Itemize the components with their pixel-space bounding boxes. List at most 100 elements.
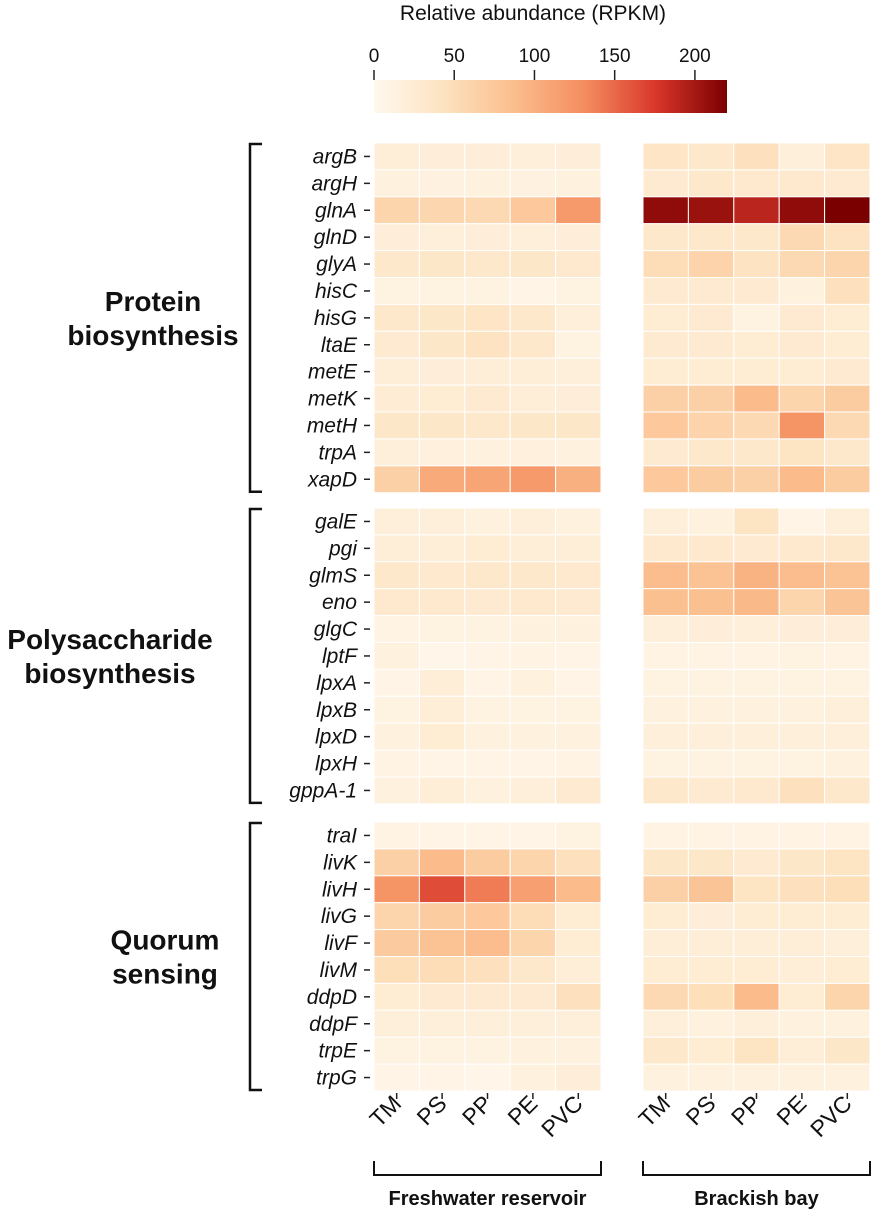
heatmap-cell bbox=[778, 749, 826, 778]
heatmap-cell bbox=[642, 749, 689, 778]
heatmap-cell bbox=[373, 384, 420, 413]
heatmap-cell bbox=[642, 776, 689, 805]
heatmap-cell bbox=[509, 821, 557, 850]
heatmap-cell bbox=[642, 438, 689, 467]
heatmap-cell bbox=[373, 749, 420, 778]
colorbar-tick-label: 200 bbox=[679, 46, 711, 67]
heatmap-cell bbox=[418, 277, 466, 305]
heatmap-cell bbox=[642, 848, 689, 877]
heatmap-cell bbox=[373, 722, 420, 751]
heatmap-cell bbox=[464, 929, 511, 957]
heatmap-cell bbox=[418, 642, 466, 670]
heatmap-cell bbox=[778, 722, 826, 751]
heatmap-cell bbox=[687, 169, 735, 198]
heatmap-cell bbox=[733, 956, 780, 984]
heatmap-cell bbox=[642, 507, 689, 536]
heatmap-cell bbox=[509, 588, 557, 617]
heatmap-cell bbox=[642, 196, 689, 225]
heatmap-cell bbox=[464, 142, 511, 171]
heatmap-cell bbox=[824, 848, 871, 877]
heatmap-cell bbox=[509, 438, 557, 467]
heatmap-cell bbox=[373, 507, 420, 536]
heatmap-cell bbox=[418, 357, 466, 386]
heatmap-cell bbox=[555, 438, 602, 467]
heatmap-cell bbox=[555, 277, 602, 305]
heatmap-cell bbox=[778, 902, 826, 931]
heatmap-cell bbox=[509, 929, 557, 957]
heatmap-cell bbox=[824, 411, 871, 440]
heatmap-cell bbox=[373, 223, 420, 252]
heatmap-cell bbox=[555, 196, 602, 225]
heatmap-cell bbox=[733, 695, 780, 724]
heatmap-cell bbox=[373, 956, 420, 984]
heatmap-cell bbox=[824, 169, 871, 198]
heatmap-cell bbox=[824, 929, 871, 957]
heatmap-cell bbox=[642, 982, 689, 1011]
heatmap-cell bbox=[418, 902, 466, 931]
heatmap-cell bbox=[555, 534, 602, 563]
heatmap-cell bbox=[555, 929, 602, 957]
gene-label: trpA bbox=[318, 441, 357, 464]
heatmap-cell bbox=[509, 902, 557, 931]
gene-label: argB bbox=[313, 145, 357, 168]
heatmap-cell bbox=[418, 1036, 466, 1065]
gene-label: ddpD bbox=[307, 986, 357, 1009]
heatmap-cell bbox=[418, 588, 466, 617]
heatmap-cell bbox=[733, 357, 780, 386]
heatmap-cell bbox=[464, 1063, 511, 1092]
heatmap-cell bbox=[373, 303, 420, 332]
heatmap-cell bbox=[464, 169, 511, 198]
heatmap-cell bbox=[687, 776, 735, 805]
heatmap-cell bbox=[418, 411, 466, 440]
heatmap-cell bbox=[642, 722, 689, 751]
heatmap-cell bbox=[733, 1036, 780, 1065]
heatmap-cell bbox=[509, 465, 557, 494]
heatmap-cell bbox=[464, 722, 511, 751]
heatmap-cell bbox=[642, 929, 689, 957]
heatmap-cell bbox=[555, 1009, 602, 1038]
heatmap-cell bbox=[555, 223, 602, 252]
heatmap-cell bbox=[418, 1063, 466, 1092]
panel-bracket bbox=[642, 1161, 871, 1176]
heatmap-cell bbox=[555, 588, 602, 617]
gene-label: ltaE bbox=[321, 334, 358, 357]
heatmap-cell bbox=[509, 507, 557, 536]
gene-label: trpE bbox=[318, 1040, 358, 1063]
heatmap-cell bbox=[642, 169, 689, 198]
gene-label: argH bbox=[311, 172, 357, 195]
heatmap-cell bbox=[687, 875, 735, 904]
heatmap-cell bbox=[464, 250, 511, 279]
heatmap-cell bbox=[778, 982, 826, 1011]
heatmap-cell bbox=[824, 722, 871, 751]
heatmap-cell bbox=[824, 277, 871, 305]
heatmap-cell bbox=[778, 929, 826, 957]
heatmap-cell bbox=[733, 277, 780, 305]
heatmap-cell bbox=[373, 668, 420, 697]
heatmap-cell bbox=[824, 875, 871, 904]
heatmap-cell bbox=[733, 749, 780, 778]
heatmap-cell bbox=[778, 196, 826, 225]
group-label: Quorum sensing bbox=[111, 925, 220, 990]
gene-label: ddpF bbox=[309, 1013, 358, 1036]
heatmap-cell bbox=[687, 615, 735, 643]
heatmap-cell bbox=[778, 642, 826, 670]
heatmap-cell bbox=[824, 384, 871, 413]
gene-label: livF bbox=[324, 932, 358, 955]
heatmap-cell bbox=[464, 848, 511, 877]
heatmap-cell bbox=[778, 438, 826, 467]
column-label: PP bbox=[726, 1090, 766, 1130]
heatmap-cell bbox=[733, 875, 780, 904]
heatmap-cell bbox=[778, 1036, 826, 1065]
heatmap-cell bbox=[464, 776, 511, 805]
heatmap-cell bbox=[464, 875, 511, 904]
heatmap-cell bbox=[642, 142, 689, 171]
heatmap-cell bbox=[778, 848, 826, 877]
heatmap-cell bbox=[555, 169, 602, 198]
heatmap-cell bbox=[733, 438, 780, 467]
heatmap-cell bbox=[824, 642, 871, 670]
gene-label: xapD bbox=[307, 468, 357, 491]
heatmap-cell bbox=[642, 902, 689, 931]
heatmap-cell bbox=[373, 330, 420, 359]
column-label: PVC bbox=[805, 1090, 857, 1142]
heatmap-cell bbox=[464, 196, 511, 225]
